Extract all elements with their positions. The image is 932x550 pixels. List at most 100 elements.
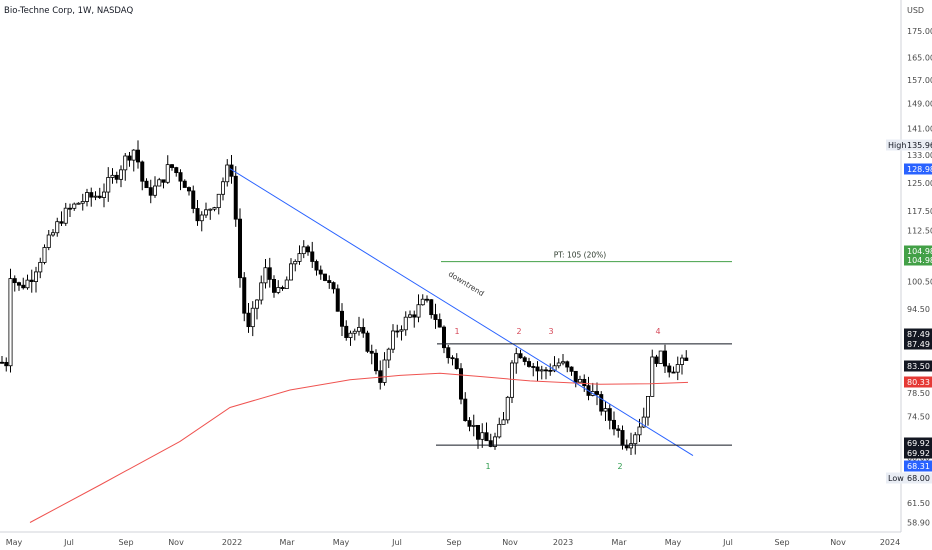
candle-body (208, 208, 213, 211)
price-badge-value: 104.98 (907, 247, 932, 256)
price-tick-label: 112.50 (907, 226, 932, 235)
candle-body (46, 234, 51, 248)
candle-body (34, 271, 39, 282)
time-axis[interactable]: May Jul Sep Nov 2022 Mar May Jul Sep Nov 2023 Mar Ma… (6, 538, 900, 547)
price-tick-label: 58.90 (907, 518, 930, 527)
candle-body (680, 357, 685, 365)
candle-body (416, 304, 421, 318)
candle-body (509, 362, 514, 398)
candle-body (471, 424, 476, 427)
candle-body (603, 408, 608, 412)
time-tick-label: May (665, 538, 682, 547)
time-tick-label: Sep (118, 538, 133, 547)
candle-body (544, 369, 549, 372)
candle-body (420, 298, 425, 306)
resistance-touch-marker: 1 (454, 327, 459, 336)
candle-body (131, 149, 136, 161)
moving-average-line (29, 372, 689, 523)
candle-body (475, 424, 480, 440)
candle-body (25, 279, 30, 289)
candle-body (361, 327, 366, 334)
time-tick-label: Nov (830, 538, 846, 547)
candle-body (501, 419, 506, 425)
price-badge-value: 83.50 (907, 362, 930, 371)
candle-body (492, 436, 497, 447)
candle-body (633, 434, 638, 445)
candle-body (654, 356, 659, 364)
candle-body (480, 432, 485, 440)
candle-body (140, 161, 145, 182)
candle-body (165, 164, 170, 183)
time-tick-label: Nov (502, 538, 518, 547)
price-badge (904, 437, 932, 449)
time-tick-label: Jul (391, 538, 402, 547)
candle-body (607, 408, 612, 421)
candle-body (186, 187, 191, 192)
candle-body (658, 350, 663, 364)
price-tick-label: 100.50 (907, 277, 932, 286)
candle-body (386, 348, 391, 361)
candle-body (624, 444, 629, 449)
candle-body (684, 357, 689, 361)
candle-body (327, 280, 332, 283)
candle-body (650, 356, 655, 397)
candle-body (616, 428, 621, 431)
candle-body (497, 423, 502, 438)
chart-title: Bio-Techne Corp, 1W, NASDAQ (4, 6, 133, 16)
candle-body (63, 207, 68, 224)
candle-body (135, 149, 140, 163)
price-tick-label: 175.00 (907, 27, 932, 36)
time-tick-label: Sep (446, 538, 461, 547)
price-badge-tag (886, 472, 904, 484)
time-tick-label: 2024 (880, 538, 900, 547)
candle-body (365, 332, 370, 352)
candle-body (407, 314, 412, 318)
candle-body (276, 287, 281, 293)
candle-body (4, 362, 9, 367)
candle-body (80, 201, 85, 204)
candle-body (174, 167, 179, 174)
candle-body (297, 253, 302, 262)
candle-body (42, 247, 47, 263)
candle-body (51, 232, 56, 236)
candle-body (246, 312, 251, 328)
candle-body (646, 395, 651, 418)
candle-body (76, 202, 81, 205)
price-badge (904, 245, 932, 257)
candle-body (373, 352, 378, 372)
price-badge-value: 135.96 (907, 141, 932, 150)
price-badge (904, 360, 932, 372)
candle-body (454, 358, 459, 370)
candle-body (305, 246, 310, 253)
resistance-touch-marker: 2 (516, 327, 521, 336)
candle-body (463, 398, 468, 422)
price-badge-value: 69.92 (907, 449, 930, 458)
candle-body (344, 325, 349, 338)
time-tick-label: May (333, 538, 350, 547)
candle-body (288, 263, 293, 281)
candle-body (573, 370, 578, 383)
price-badge-tag-label: Low (888, 474, 904, 483)
candle-body (178, 172, 183, 182)
price-badge-value: 68.31 (907, 462, 930, 471)
candle-body (322, 273, 327, 281)
price-tick-label: 157.00 (907, 76, 932, 85)
candle-body (29, 279, 34, 282)
time-tick-label: Mar (279, 538, 295, 547)
price-badge-value: 87.49 (907, 330, 930, 339)
candle-body (578, 378, 583, 383)
candle-body (450, 357, 455, 360)
price-tick-label: 94.50 (907, 305, 930, 314)
candle-body (390, 330, 395, 350)
candle-body (21, 284, 26, 289)
candle-body (403, 316, 408, 331)
price-badge (904, 460, 932, 472)
candle-body (671, 371, 676, 374)
candle-body (203, 209, 208, 216)
candle-body (531, 366, 536, 368)
price-tick-label: 74.50 (907, 412, 930, 421)
candle-body (119, 169, 124, 180)
candle-body (12, 278, 17, 284)
